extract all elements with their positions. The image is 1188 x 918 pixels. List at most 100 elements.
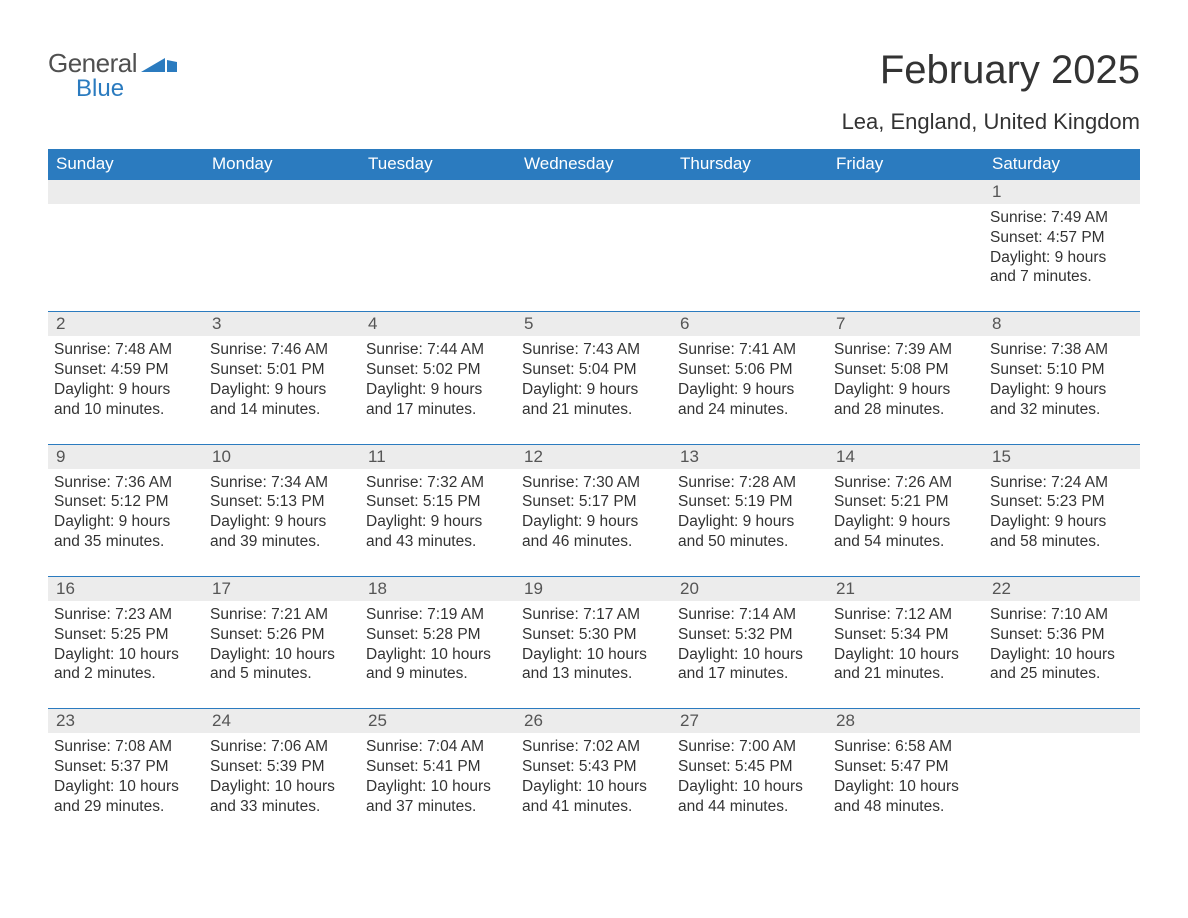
day-number: 4 — [360, 312, 516, 336]
sunset-text: Sunset: 5:10 PM — [990, 360, 1134, 380]
day-info: Sunrise: 7:00 AMSunset: 5:45 PMDaylight:… — [678, 737, 822, 816]
sunrise-text: Sunrise: 7:44 AM — [366, 340, 510, 360]
week-row: 9Sunrise: 7:36 AMSunset: 5:12 PMDaylight… — [48, 444, 1140, 558]
sunrise-text: Sunrise: 7:30 AM — [522, 473, 666, 493]
sunset-text: Sunset: 5:13 PM — [210, 492, 354, 512]
daylight-text: Daylight: 9 hours and 43 minutes. — [366, 512, 510, 552]
daylight-text: Daylight: 10 hours and 33 minutes. — [210, 777, 354, 817]
daylight-text: Daylight: 10 hours and 29 minutes. — [54, 777, 198, 817]
day-info: Sunrise: 7:12 AMSunset: 5:34 PMDaylight:… — [834, 605, 978, 684]
day-cell — [516, 180, 672, 293]
sunset-text: Sunset: 5:32 PM — [678, 625, 822, 645]
sunrise-text: Sunrise: 7:14 AM — [678, 605, 822, 625]
sunrise-text: Sunrise: 7:34 AM — [210, 473, 354, 493]
day-info: Sunrise: 7:24 AMSunset: 5:23 PMDaylight:… — [990, 473, 1134, 552]
day-info: Sunrise: 7:14 AMSunset: 5:32 PMDaylight:… — [678, 605, 822, 684]
day-info: Sunrise: 7:04 AMSunset: 5:41 PMDaylight:… — [366, 737, 510, 816]
day-cell: 2Sunrise: 7:48 AMSunset: 4:59 PMDaylight… — [48, 312, 204, 425]
day-cell: 15Sunrise: 7:24 AMSunset: 5:23 PMDayligh… — [984, 445, 1140, 558]
empty-day-bar — [516, 180, 672, 204]
day-number: 21 — [828, 577, 984, 601]
daylight-text: Daylight: 9 hours and 46 minutes. — [522, 512, 666, 552]
sunset-text: Sunset: 5:04 PM — [522, 360, 666, 380]
sunset-text: Sunset: 5:06 PM — [678, 360, 822, 380]
day-cell: 17Sunrise: 7:21 AMSunset: 5:26 PMDayligh… — [204, 577, 360, 690]
sunrise-text: Sunrise: 7:06 AM — [210, 737, 354, 757]
daylight-text: Daylight: 10 hours and 5 minutes. — [210, 645, 354, 685]
day-cell: 12 Sunrise: 7:30 AMSunset: 5:17 PMDayligh… — [516, 445, 672, 558]
day-cell: 26Sunrise: 7:02 AMSunset: 5:43 PMDayligh… — [516, 709, 672, 822]
sunset-text: Sunset: 5:17 PM — [522, 492, 666, 512]
sunset-text: Sunset: 5:01 PM — [210, 360, 354, 380]
day-cell: 7Sunrise: 7:39 AMSunset: 5:08 PMDaylight… — [828, 312, 984, 425]
week-row: 2Sunrise: 7:48 AMSunset: 4:59 PMDaylight… — [48, 311, 1140, 425]
sunrise-text: Sunrise: 7:28 AM — [678, 473, 822, 493]
day-number: 24 — [204, 709, 360, 733]
sunrise-text: Sunrise: 7:38 AM — [990, 340, 1134, 360]
day-number: 12 — [516, 445, 672, 469]
day-info: Sunrise: 7:49 AMSunset: 4:57 PMDaylight:… — [990, 208, 1134, 287]
sunset-text: Sunset: 5:37 PM — [54, 757, 198, 777]
sunrise-text: Sunrise: 7:12 AM — [834, 605, 978, 625]
sunrise-text: Sunrise: 7:00 AM — [678, 737, 822, 757]
sunset-text: Sunset: 5:43 PM — [522, 757, 666, 777]
day-info: Sunrise: 7:46 AMSunset: 5:01 PMDaylight:… — [210, 340, 354, 419]
day-number: 6 — [672, 312, 828, 336]
day-number: 5 — [516, 312, 672, 336]
daylight-text: Daylight: 9 hours and 7 minutes. — [990, 248, 1134, 288]
day-number: 22 — [984, 577, 1140, 601]
day-cell — [672, 180, 828, 293]
day-cell: 6Sunrise: 7:41 AMSunset: 5:06 PMDaylight… — [672, 312, 828, 425]
weekday-header: Tuesday — [360, 149, 516, 179]
day-number: 26 — [516, 709, 672, 733]
weekday-header: Monday — [204, 149, 360, 179]
day-cell: 16Sunrise: 7:23 AMSunset: 5:25 PMDayligh… — [48, 577, 204, 690]
sunset-text: Sunset: 5:30 PM — [522, 625, 666, 645]
sunset-text: Sunset: 5:08 PM — [834, 360, 978, 380]
daylight-text: Daylight: 9 hours and 39 minutes. — [210, 512, 354, 552]
day-cell: 11Sunrise: 7:32 AMSunset: 5:15 PMDayligh… — [360, 445, 516, 558]
daylight-text: Daylight: 10 hours and 25 minutes. — [990, 645, 1134, 685]
sunrise-text: Sunrise: 7:39 AM — [834, 340, 978, 360]
day-info: Sunrise: 7:10 AMSunset: 5:36 PMDaylight:… — [990, 605, 1134, 684]
sunrise-text: Sunrise: 7:32 AM — [366, 473, 510, 493]
header: General Blue February 2025 — [48, 48, 1140, 103]
day-cell — [204, 180, 360, 293]
sunrise-text: Sunrise: 7:10 AM — [990, 605, 1134, 625]
day-cell: 27 Sunrise: 7:00 AMSunset: 5:45 PMDayligh… — [672, 709, 828, 822]
sunrise-text: Sunrise: 7:41 AM — [678, 340, 822, 360]
day-number: 20 — [672, 577, 828, 601]
day-cell: 24Sunrise: 7:06 AMSunset: 5:39 PMDayligh… — [204, 709, 360, 822]
day-info: Sunrise: 7:44 AMSunset: 5:02 PMDaylight:… — [366, 340, 510, 419]
day-number: 8 — [984, 312, 1140, 336]
day-info: Sunrise: 7:17 AMSunset: 5:30 PMDaylight:… — [522, 605, 666, 684]
day-number: 7 — [828, 312, 984, 336]
day-info: Sunrise: 7:19 AMSunset: 5:28 PMDaylight:… — [366, 605, 510, 684]
sunrise-text: Sunrise: 7:17 AM — [522, 605, 666, 625]
day-number: 9 — [48, 445, 204, 469]
sunset-text: Sunset: 5:19 PM — [678, 492, 822, 512]
flag-icon — [141, 54, 177, 81]
empty-day-bar — [984, 709, 1140, 733]
day-number: 16 — [48, 577, 204, 601]
day-cell — [828, 180, 984, 293]
sunrise-text: Sunrise: 7:46 AM — [210, 340, 354, 360]
day-info: Sunrise: 7:38 AMSunset: 5:10 PMDaylight:… — [990, 340, 1134, 419]
sunset-text: Sunset: 5:12 PM — [54, 492, 198, 512]
day-info: Sunrise: 6:58 AMSunset: 5:47 PMDaylight:… — [834, 737, 978, 816]
daylight-text: Daylight: 10 hours and 37 minutes. — [366, 777, 510, 817]
empty-day-bar — [204, 180, 360, 204]
day-number: 27 — [672, 709, 828, 733]
day-number: 18 — [360, 577, 516, 601]
day-cell: 18 Sunrise: 7:19 AMSunset: 5:28 PMDayligh… — [360, 577, 516, 690]
week-row: 16Sunrise: 7:23 AMSunset: 5:25 PMDayligh… — [48, 576, 1140, 690]
sunset-text: Sunset: 5:34 PM — [834, 625, 978, 645]
day-info: Sunrise: 7:26 AMSunset: 5:21 PMDaylight:… — [834, 473, 978, 552]
day-cell: 1Sunrise: 7:49 AMSunset: 4:57 PMDaylight… — [984, 180, 1140, 293]
sunset-text: Sunset: 5:02 PM — [366, 360, 510, 380]
day-cell: 19Sunrise: 7:17 AMSunset: 5:30 PMDayligh… — [516, 577, 672, 690]
sunrise-text: Sunrise: 7:08 AM — [54, 737, 198, 757]
logo: General Blue — [48, 48, 177, 103]
day-number: 14 — [828, 445, 984, 469]
sunrise-text: Sunrise: 6:58 AM — [834, 737, 978, 757]
